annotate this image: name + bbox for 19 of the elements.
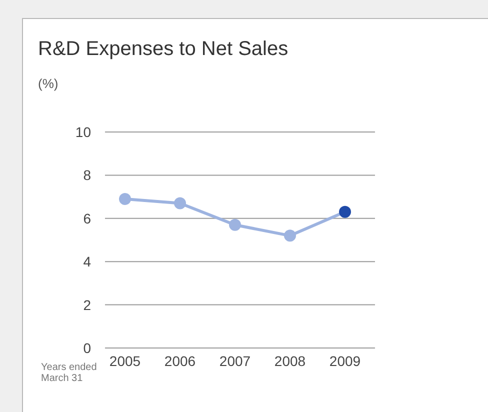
point [119,192,131,205]
point [229,218,241,231]
x-tick-label: 2009 [329,352,361,369]
y-tick-label: 10 [75,124,92,140]
x-tick-label: 2008 [274,352,306,369]
chart-title: R&D Expenses to Net Sales [38,38,288,61]
text: Years ended March 31 [41,362,97,384]
y-tick-label: 0 [83,340,92,356]
y-tick-label: 6 [83,210,92,226]
y-tick-label: 2 [83,296,92,313]
point [174,197,186,210]
y-tick-label: 8 [83,167,92,184]
point [284,230,296,242]
y-axis-title: (%) [38,76,58,91]
x-tick-label: 2005 [109,352,141,369]
x-tick-label: 2006 [164,352,196,369]
y-tick-label: 4 [83,254,92,270]
x-tick-label: 2007 [219,352,251,369]
point [339,206,351,218]
